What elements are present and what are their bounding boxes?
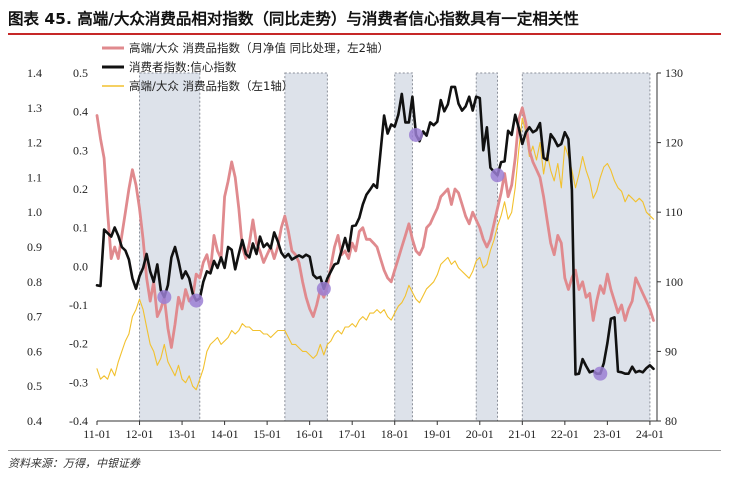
highlight-markers [157,127,608,381]
x-tick-label: 13-01 [168,427,196,441]
x-tick-label: 12-01 [126,427,154,441]
chart-canvas: 1.4 1.3 1.2 1.1 1.0 0.9 0.8 0.7 0.6 0.5 0.4 0.5 0.4 0… [27,41,683,441]
x-tick-label: 15-01 [253,427,281,441]
x-tick-label: 22-01 [551,427,579,441]
highlight-marker-1 [157,290,172,305]
right-tick-label: 80 [665,414,677,428]
legend-label: 高端/大众 消费品指数（月净值 同比处理，左2轴） [129,41,389,55]
source-note: 资料来源：万得，中银证券 [8,457,140,470]
highlight-marker-2 [189,293,204,308]
left-inner-tick-label: -0.4 [69,414,88,428]
highlight-marker-3 [316,281,331,296]
chart-title: 图表 45. 高端/大众消费品相对指数（同比走势）与消费者信心指数具有一定相关性 [8,10,579,28]
legend: 高端/大众 消费品指数（月净值 同比处理，左2轴） 消费者指数:信心指数高端/大众… [102,41,389,93]
shaded-period-5 [521,72,651,422]
x-tick-label: 24-01 [636,427,664,441]
highlight-marker-6 [593,366,608,381]
x-tick-label: 23-01 [593,427,621,441]
left-outer-tick-label: 1.2 [27,136,42,150]
x-tick-label: 19-01 [423,427,451,441]
series-line-consumer-confidence [95,85,655,376]
footer-rule [8,450,721,451]
left-inner-tick-label: 0.3 [73,143,88,157]
highlight-marker-4 [408,127,423,142]
left-outer-tick-label: 1.1 [27,170,42,184]
left-inner-tick-label: 0.0 [73,259,88,273]
x-tick-label: 18-01 [381,427,409,441]
highlight-marker-5 [490,168,505,183]
x-tick-label: 21-01 [508,427,536,441]
left-inner-tick-label: 0.1 [73,221,88,235]
x-tick-label: 16-01 [296,427,324,441]
x-tick-label: 14-01 [211,427,239,441]
left-outer-tick-label: 1.4 [27,66,42,80]
left-inner-tick-label: -0.1 [69,298,88,312]
left-inner-tick-label: 0.5 [73,66,88,80]
x-tick-label: 11-01 [83,427,111,441]
legend-label: 高端/大众 消费品指数（左1轴） [129,79,293,93]
left-outer-tick-label: 1.0 [27,205,42,219]
left-outer-tick-label: 0.8 [27,275,42,289]
title-underline [8,33,721,35]
right-tick-label: 120 [665,136,683,150]
shaded-period-1 [139,72,201,422]
x-tick-label: 20-01 [466,427,494,441]
left-inner-tick-label: 0.4 [73,105,88,119]
right-tick-label: 110 [665,205,683,219]
axes [96,72,661,425]
left-outer-tick-label: 0.5 [27,379,42,393]
left-outer-tick-label: 0.4 [27,414,42,428]
tick-labels: 1.4 1.3 1.2 1.1 1.0 0.9 0.8 0.7 0.6 0.5 0.4 0.5 0.4 0… [27,66,683,441]
left-inner-tick-label: -0.2 [69,337,88,351]
legend-label: 消费者指数:信心指数 [129,60,237,74]
right-tick-label: 100 [665,275,683,289]
left-outer-tick-label: 1.3 [27,101,42,115]
left-outer-tick-label: 0.7 [27,310,42,324]
series-line-relative-index [96,117,655,391]
left-inner-tick-label: -0.3 [69,375,88,389]
shaded-period-3 [394,72,413,422]
right-tick-label: 130 [665,66,683,80]
left-inner-tick-label: 0.2 [73,182,88,196]
right-tick-label: 90 [665,344,677,358]
left-outer-tick-label: 0.6 [27,344,42,358]
x-tick-label: 17-01 [338,427,366,441]
left-outer-tick-label: 0.9 [27,240,42,254]
